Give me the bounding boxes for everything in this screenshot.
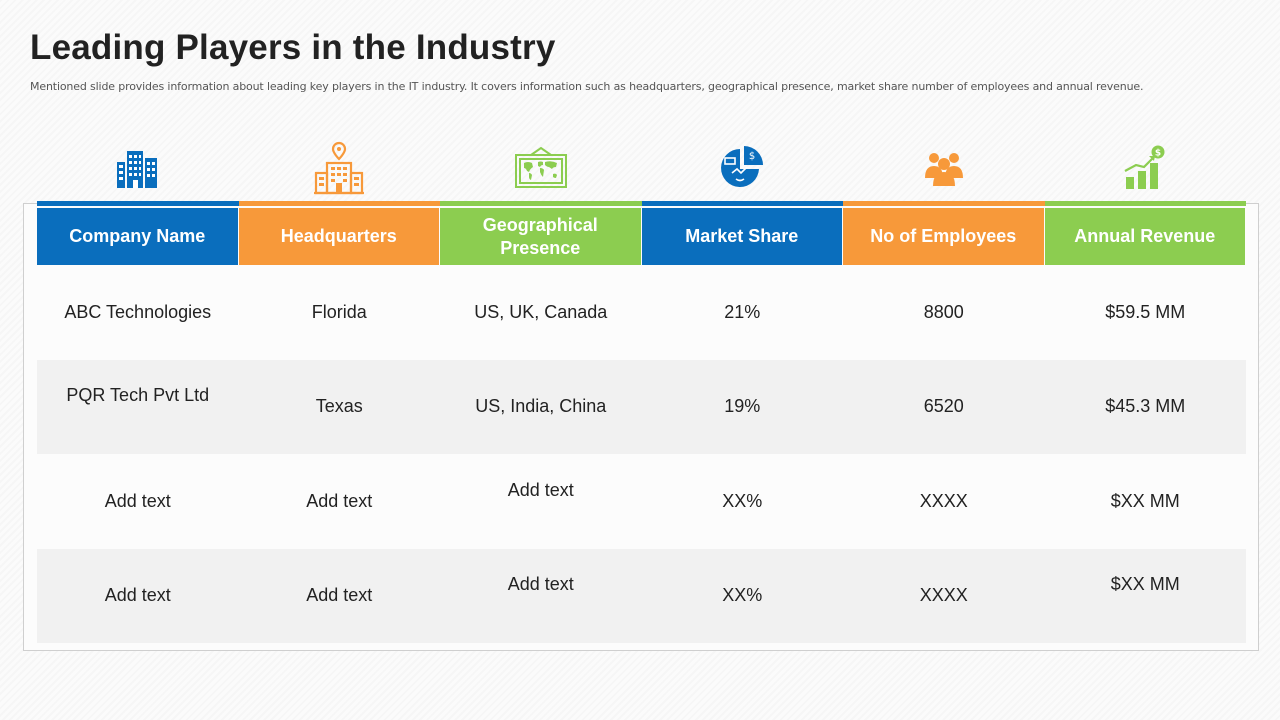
cell-geography: US, India, China [475, 396, 607, 417]
strip-employees [843, 201, 1045, 206]
cell-headquarters: Florida [311, 301, 367, 322]
cell-employees: 8800 [923, 301, 964, 322]
cell-market-share: XX% [722, 490, 763, 511]
header-company-name: Company Name [37, 208, 238, 265]
table-header: Company Name Headquarters Geographical P… [37, 208, 1246, 265]
cell-employees: 6520 [923, 396, 964, 417]
strip-geography [440, 201, 642, 206]
table-row: Add text Add text Add text XX% XXXX $XX … [37, 454, 1246, 549]
cell-market-share: XX% [722, 585, 763, 606]
cell-company: Add text [104, 490, 171, 511]
header-geographical-presence: Geographical Presence [440, 208, 641, 265]
table-body: ABC Technologies Florida US, UK, Canada … [37, 265, 1246, 643]
cell-headquarters: Add text [306, 585, 373, 606]
header-headquarters: Headquarters [238, 208, 439, 265]
revenue-growth-chart-icon: $ [1045, 138, 1247, 198]
cell-market-share: 19% [724, 396, 761, 417]
cell-geography: US, UK, Canada [474, 301, 608, 322]
headquarters-location-icon [239, 138, 441, 198]
slide-subtitle: Mentioned slide provides information abo… [30, 80, 1144, 93]
strip-company [37, 201, 239, 206]
svg-text:$: $ [749, 151, 755, 162]
header-market-share: Market Share [641, 208, 842, 265]
office-building-icon [37, 138, 239, 198]
cell-company: ABC Technologies [64, 301, 212, 322]
cell-headquarters: Add text [306, 490, 373, 511]
cell-revenue: $XX MM [1110, 490, 1180, 511]
strip-headquarters [238, 201, 440, 206]
svg-text:$: $ [1155, 149, 1161, 159]
cell-employees: XXXX [919, 585, 968, 606]
strip-market-share [641, 201, 843, 206]
strip-revenue [1044, 201, 1246, 206]
cell-geography: Add text [507, 574, 574, 595]
cell-company: PQR Tech Pvt Ltd [66, 385, 210, 406]
cell-revenue: $45.3 MM [1105, 396, 1186, 417]
cell-revenue: $59.5 MM [1105, 301, 1186, 322]
employees-group-icon [843, 138, 1045, 198]
cell-geography: Add text [507, 479, 574, 500]
cell-headquarters: Texas [315, 396, 363, 417]
cell-revenue: $XX MM [1110, 574, 1180, 595]
cell-employees: XXXX [919, 490, 968, 511]
world-map-board-icon [440, 138, 642, 198]
slide-title: Leading Players in the Industry [30, 28, 556, 67]
market-share-pie-icon: $ [642, 138, 844, 198]
header-no-of-employees: No of Employees [843, 208, 1044, 265]
column-icons: $ $ [37, 138, 1246, 198]
table-row: Add text Add text Add text XX% XXXX $XX … [37, 548, 1246, 643]
header-color-strips [37, 201, 1246, 206]
table-row: PQR Tech Pvt Ltd Texas US, India, China … [37, 359, 1246, 454]
header-annual-revenue: Annual Revenue [1044, 208, 1245, 265]
cell-company: Add text [104, 585, 171, 606]
table-row: ABC Technologies Florida US, UK, Canada … [37, 265, 1246, 360]
cell-market-share: 21% [724, 301, 761, 322]
